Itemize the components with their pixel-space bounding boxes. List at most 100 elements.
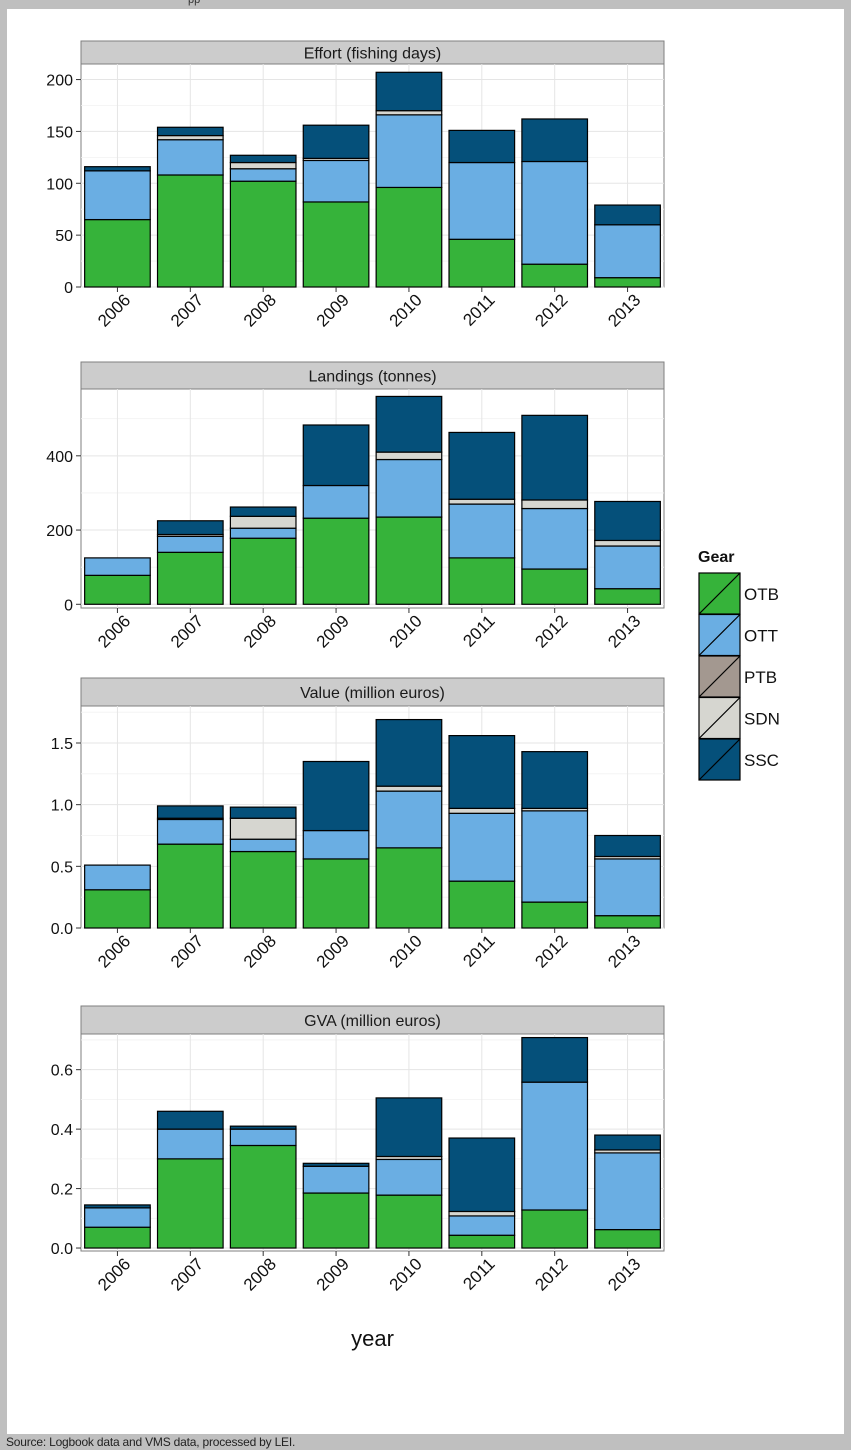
bar-segment-otb-2013: [594, 277, 661, 288]
bar-segment-ott-2008: [229, 1128, 297, 1147]
bar-segment-ssc-2010: [375, 71, 443, 112]
bar-segment-ott-2006: [84, 170, 151, 221]
facet-title: Effort (fishing days): [304, 46, 442, 63]
facet-title: Value (million euros): [300, 685, 445, 702]
bar-segment-ssc-2007: [156, 1110, 224, 1130]
y-tick-label: 400: [46, 449, 73, 466]
legend-label-otb: OTB: [744, 585, 779, 604]
x-tick-label: 2006: [94, 931, 134, 971]
x-tick-label: 2012: [531, 1254, 571, 1294]
bar-segment-ssc-2013: [594, 204, 661, 226]
x-axis-title: year: [351, 1326, 394, 1351]
bar-segment-ott-2012: [521, 1081, 589, 1211]
panel-4: GVA (million euros) 0.0 0.2 0.4 0.6 2006 2007 2…: [51, 1005, 665, 1351]
bar-segment-ssc-2012: [521, 414, 589, 501]
bar-segment-ssc-2011: [448, 734, 516, 809]
bar-segment-ssc-2008: [229, 154, 297, 164]
bar-segment-otb-2013: [594, 588, 661, 605]
bar-segment-otb-2009: [302, 1192, 370, 1249]
bar-segment-ssc-2010: [375, 395, 443, 453]
x-tick-label: 2007: [167, 931, 207, 971]
legend-key-slash: [698, 572, 741, 615]
top-tab: [0, 0, 187, 9]
x-tick-label: 2008: [240, 931, 280, 971]
bar-segment-ssc-2006: [84, 166, 151, 172]
x-tick-label: 2009: [313, 1254, 353, 1294]
y-tick-label: 200: [46, 73, 73, 90]
y-tick-label: 0.5: [51, 859, 73, 876]
bar-segment-ott-2013: [594, 545, 661, 590]
y-tick-label: 200: [46, 523, 73, 540]
bar-segment-ott-2010: [375, 458, 443, 518]
bar-segment-sdn-2008: [229, 161, 297, 170]
bar-segment-ssc-2011: [448, 129, 516, 164]
facet-strip: [80, 1005, 665, 1035]
bar-segment-otb-2010: [375, 1194, 443, 1249]
bar-segment-sdn-2007: [156, 134, 224, 141]
x-tick-label: 2007: [167, 611, 207, 651]
bar-segment-sdn-2012: [521, 499, 589, 510]
y-tick-label: 0: [64, 280, 73, 297]
bar-segment-ssc-2009: [302, 124, 370, 159]
legend: Gear OTB OTT PTB SDN SSC: [698, 549, 780, 781]
x-tick-label: 2008: [240, 290, 280, 330]
bar-segment-ssc-2012: [521, 751, 589, 809]
x-tick-label: 2013: [604, 931, 644, 971]
x-tick-label: 2013: [604, 1254, 644, 1294]
legend-key-slash: [698, 738, 741, 781]
y-tick-label: 0.6: [51, 1063, 73, 1080]
bar-segment-ott-2010: [375, 1158, 443, 1196]
x-tick-label: 2009: [313, 931, 353, 971]
bar-segment-ssc-2009: [302, 760, 370, 832]
bar-segment-ssc-2009: [302, 424, 370, 487]
bar-segment-ott-2007: [156, 535, 224, 553]
bar-segment-ott-2009: [302, 829, 370, 860]
x-tick-label: 2010: [386, 1254, 426, 1294]
y-tick-label: 0.4: [51, 1122, 73, 1139]
x-tick-label: 2011: [459, 931, 498, 970]
legend-label-ptb: PTB: [744, 668, 777, 687]
bar-segment-sdn-2011: [448, 498, 516, 505]
x-tick-label: 2006: [94, 1254, 134, 1294]
bar-segment-otb-2010: [375, 516, 443, 605]
bar-segment-ssc-2009: [302, 1162, 370, 1167]
bar-segment-ott-2006: [84, 557, 151, 576]
bar-segment-ott-2011: [448, 161, 516, 240]
y-tick-label: 0.0: [51, 921, 73, 938]
bar-segment-otb-2008: [229, 1144, 297, 1249]
x-tick-label: 2012: [531, 611, 571, 651]
bar-segment-otb-2009: [302, 858, 370, 929]
bar-segment-ssc-2010: [375, 718, 443, 787]
bar-segment-ssc-2011: [448, 431, 516, 500]
bar-segment-otb-2011: [448, 1234, 516, 1249]
x-tick-label: 2009: [313, 611, 353, 651]
bar-segment-ott-2007: [156, 1128, 224, 1160]
legend-label-sdn: SDN: [744, 710, 780, 729]
x-tick-label: 2012: [531, 931, 571, 971]
bar-segment-ott-2008: [229, 527, 297, 539]
bar-segment-ott-2009: [302, 159, 370, 203]
bar-segment-otb-2013: [594, 915, 661, 929]
bar-segment-sdn-2010: [375, 785, 443, 792]
bar-segment-otb-2011: [448, 557, 516, 605]
x-tick-label: 2011: [459, 611, 498, 650]
bar-segment-otb-2012: [521, 1209, 589, 1249]
x-tick-label: 2007: [167, 1254, 207, 1294]
bar-segment-sdn-2011: [448, 1210, 516, 1217]
x-tick-label: 2006: [94, 611, 134, 651]
bar-segment-ott-2011: [448, 812, 516, 882]
bar-segment-ssc-2012: [521, 118, 589, 163]
y-tick-label: 0.2: [51, 1182, 73, 1199]
bar-segment-otb-2011: [448, 238, 516, 288]
bar-segment-ssc-2006: [84, 1204, 151, 1209]
facet-strip: [80, 677, 665, 707]
y-tick-label: 0: [64, 597, 73, 614]
legend-key-slash: [698, 655, 741, 698]
bar-segment-ott-2012: [521, 507, 589, 570]
bar-segment-sdn-2008: [229, 817, 297, 840]
bar-segment-otb-2011: [448, 880, 516, 929]
bar-segment-ott-2013: [594, 224, 661, 279]
bar-segment-ott-2010: [375, 790, 443, 849]
panel-3: Value (million euros) 0.0 0.5 1.0 1.5 2006 200…: [51, 677, 665, 972]
legend-label-ott: OTT: [744, 627, 778, 646]
